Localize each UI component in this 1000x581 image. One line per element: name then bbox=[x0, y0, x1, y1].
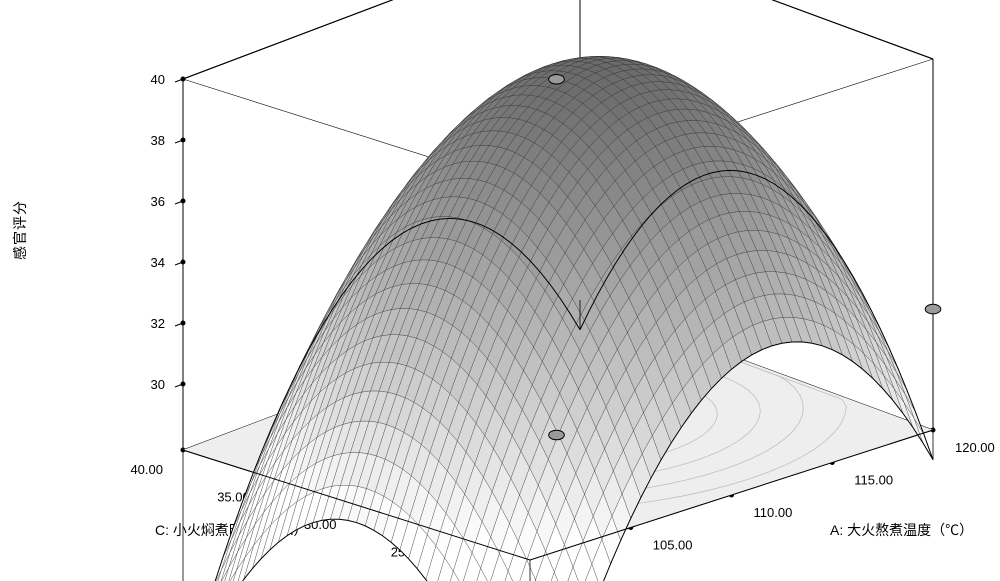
svg-text:A: 大火熬煮温度（℃）: A: 大火熬煮温度（℃） bbox=[830, 522, 973, 538]
svg-text:30: 30 bbox=[151, 377, 165, 392]
svg-text:115.00: 115.00 bbox=[854, 473, 893, 488]
svg-text:105.00: 105.00 bbox=[653, 538, 693, 553]
svg-text:38: 38 bbox=[151, 133, 165, 148]
svg-text:110.00: 110.00 bbox=[754, 505, 793, 520]
surface-plot-svg: 303234363840100.00105.00110.00115.00120.… bbox=[0, 0, 1000, 581]
svg-text:40.00: 40.00 bbox=[130, 462, 163, 477]
svg-text:120.00: 120.00 bbox=[955, 440, 995, 455]
z-axis-label: 感官评分 bbox=[10, 200, 30, 260]
svg-text:36: 36 bbox=[151, 194, 165, 209]
svg-text:32: 32 bbox=[151, 316, 165, 331]
svg-text:34: 34 bbox=[151, 255, 165, 270]
svg-text:40: 40 bbox=[151, 72, 165, 87]
surface-plot-container: { "chart": { "type": "3d-surface", "widt… bbox=[0, 0, 1000, 581]
